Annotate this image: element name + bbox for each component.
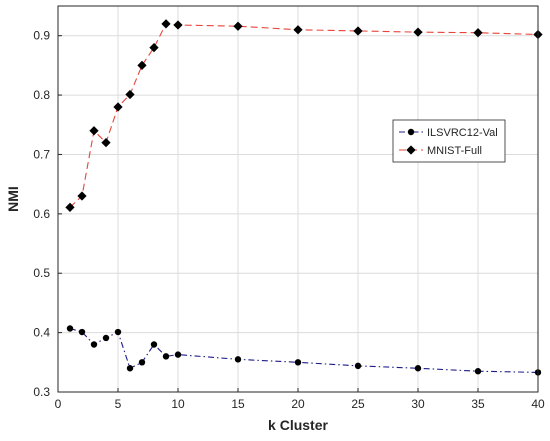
x-tick-label: 10 (171, 397, 185, 411)
data-point (234, 356, 242, 363)
y-tick-label: 0.8 (33, 88, 50, 102)
grid (57, 6, 539, 393)
data-point (65, 202, 75, 212)
data-point (77, 191, 87, 201)
data-point (413, 27, 423, 37)
x-tick-label: 30 (411, 397, 425, 411)
data-point (101, 137, 111, 148)
legend-item: ILSVRC12-Val (399, 127, 498, 139)
data-point (114, 328, 122, 336)
series-layer (65, 19, 543, 376)
x-tick-label: 25 (351, 397, 365, 411)
series-ilsvrc12-val (66, 325, 542, 376)
data-point (293, 25, 303, 35)
x-tick-label: 35 (471, 397, 485, 411)
data-point (294, 359, 302, 366)
x-tick-label: 40 (531, 397, 545, 411)
legend-marker (407, 128, 415, 136)
data-point (113, 102, 123, 112)
data-point (102, 334, 110, 342)
legend-item: MNIST-Full (399, 145, 482, 157)
y-tick-label: 0.3 (33, 385, 50, 399)
y-tick-label: 0.7 (33, 147, 50, 161)
x-tick-label: 5 (115, 397, 122, 411)
data-point (174, 351, 182, 358)
data-point (474, 368, 482, 375)
tick-layer: 0 5 10 15 20 25 30 35 40 0.3 0.4 0.5 0.6 0.7 0.8 0.9 (33, 29, 545, 411)
data-point (78, 328, 86, 336)
series-mnist-full (65, 19, 543, 212)
legend-label: MNIST-Full (427, 145, 482, 157)
data-point (150, 341, 158, 348)
x-axis-title: k Cluster (268, 417, 328, 433)
data-point (353, 26, 363, 36)
x-tick-label: 15 (231, 397, 245, 411)
data-point (138, 359, 146, 366)
series-line (69, 23, 539, 208)
data-point (137, 60, 147, 71)
y-tick-label: 0.6 (33, 207, 50, 221)
series-line (69, 327, 539, 373)
x-tick-label: 0 (55, 397, 62, 411)
data-point (149, 42, 159, 53)
data-point (414, 365, 422, 372)
data-point (66, 325, 74, 332)
data-point (173, 20, 183, 30)
data-point (89, 126, 99, 136)
legend: ILSVRC12-Val MNIST-Full (392, 119, 506, 163)
legend-marker (406, 145, 416, 155)
y-tick-label: 0.9 (33, 29, 50, 43)
data-point (125, 89, 135, 100)
data-point (233, 21, 243, 31)
data-point (161, 19, 171, 29)
legend-label: ILSVRC12-Val (427, 127, 498, 139)
data-point (473, 28, 483, 38)
legend-box (392, 119, 506, 163)
x-tick-label: 20 (291, 397, 305, 411)
data-point (354, 362, 362, 370)
y-tick-label: 0.4 (33, 326, 50, 340)
data-point (90, 341, 98, 348)
data-point (162, 353, 170, 360)
y-tick-label: 0.5 (33, 266, 50, 280)
y-axis-title: NMI (5, 186, 21, 212)
data-point (126, 365, 134, 372)
